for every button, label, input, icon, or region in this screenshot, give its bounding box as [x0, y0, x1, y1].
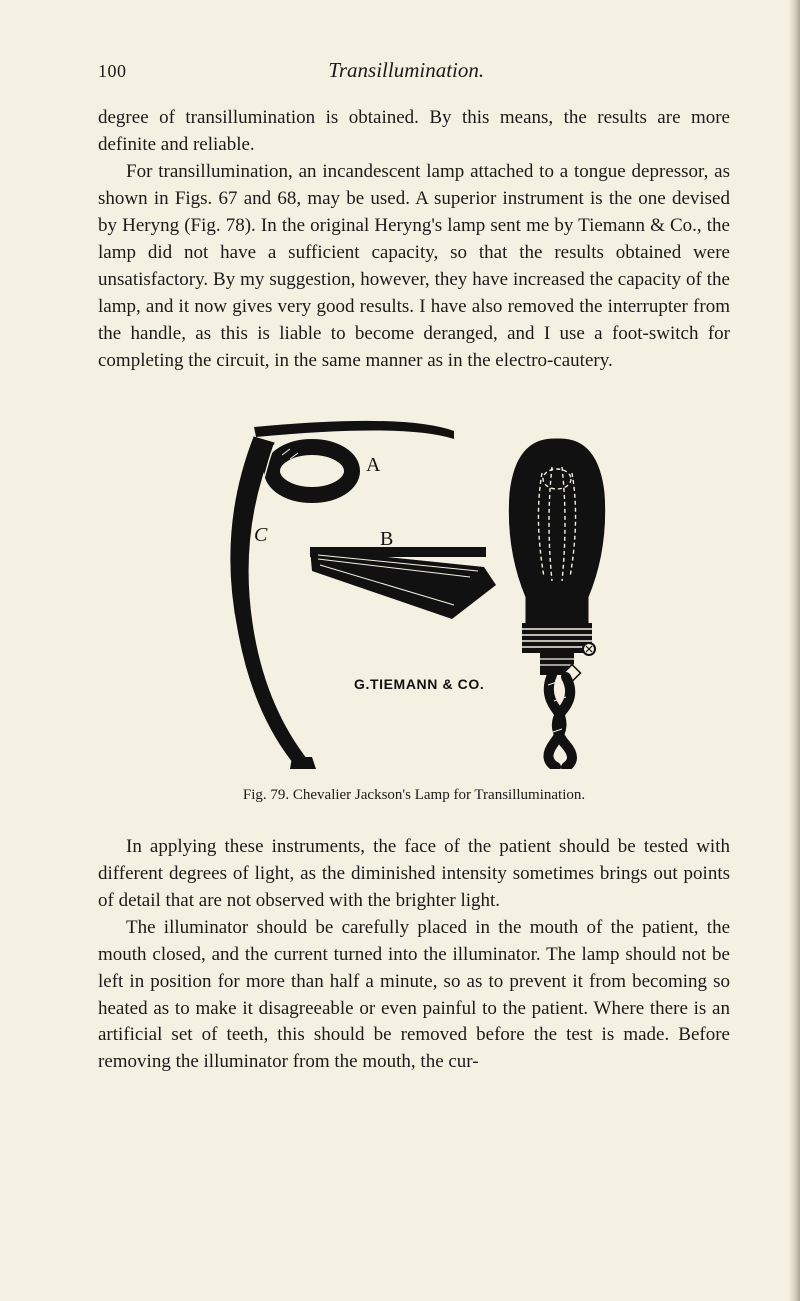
figure-label-c: C — [254, 524, 268, 546]
figure-79: A B C G.TIEMANN & CO. — [194, 409, 634, 769]
figure-maker-mark: G.TIEMANN & CO. — [354, 676, 484, 692]
running-title: Transillumination. — [127, 58, 731, 83]
figure-label-a: A — [366, 454, 381, 476]
page-header: 100 Transillumination. — [98, 58, 730, 83]
paragraph-1: degree of transillumination is obtained.… — [98, 105, 730, 159]
scan-right-shadow — [788, 0, 800, 1301]
page-number: 100 — [98, 61, 127, 82]
figure-label-b: B — [380, 528, 393, 550]
paragraph-3: In applying these instruments, the face … — [98, 834, 730, 915]
body-text-block-1: degree of transillumination is obtained.… — [98, 105, 730, 375]
figure-caption: Fig. 79. Chevalier Jackson's Lamp for Tr… — [98, 787, 730, 804]
paragraph-2: For transillumination, an incandescent l… — [98, 159, 730, 375]
paragraph-4: The illuminator should be carefully plac… — [98, 915, 730, 1077]
body-text-block-2: In applying these instruments, the face … — [98, 834, 730, 1077]
figure-illustration: A B C G.TIEMANN & CO. — [194, 409, 634, 769]
document-page: 100 Transillumination. degree of transil… — [0, 0, 800, 1301]
